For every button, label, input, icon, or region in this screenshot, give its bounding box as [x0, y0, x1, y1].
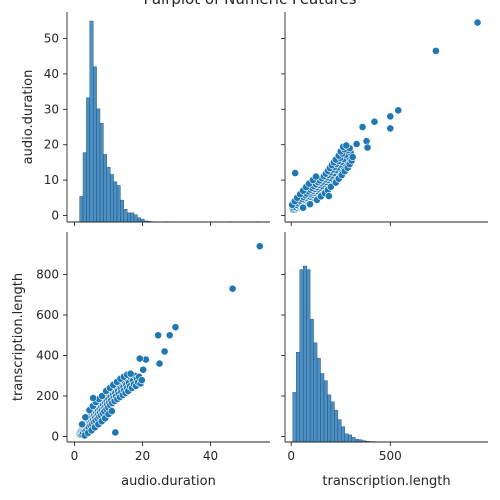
hist-bar: [106, 166, 111, 223]
scatter-point: [135, 354, 144, 363]
scatter-point: [155, 359, 164, 368]
hist-bar: [120, 199, 125, 223]
scatter-point: [358, 123, 367, 131]
hist-bar: [133, 214, 138, 223]
hist-bar: [299, 269, 304, 443]
scatter-point: [139, 365, 148, 374]
hist-bar: [302, 265, 307, 443]
y-tick-label: 10: [44, 173, 59, 187]
y-tick-label: 600: [36, 308, 59, 322]
scatter-point: [137, 376, 146, 385]
scatter-point: [171, 323, 180, 332]
hist-bar: [130, 212, 135, 223]
y-tick-label: 0: [51, 430, 59, 444]
hist-bar: [92, 66, 97, 223]
scatter-point: [394, 106, 403, 115]
hist-bar: [96, 108, 101, 223]
hist-bar: [99, 123, 104, 223]
x-tick-label: 20: [135, 449, 150, 463]
scatter-point: [255, 242, 264, 251]
scatter-point: [299, 203, 307, 212]
hist-bar: [116, 185, 121, 223]
x-tick-label: 0: [71, 449, 79, 463]
hist-bar: [86, 97, 91, 223]
scatter-point: [126, 369, 135, 378]
hist-bar: [137, 217, 141, 223]
hist-bar: [344, 433, 349, 443]
hist-bar: [113, 181, 118, 223]
scatter-length-vs-duration: [75, 242, 264, 440]
hist-bar: [320, 373, 325, 443]
scatter-point: [386, 112, 395, 121]
y-tick-label: 200: [36, 389, 59, 403]
hist-bar: [123, 209, 128, 223]
hist-bar: [89, 20, 94, 223]
hist-bar: [292, 392, 297, 443]
scatter-point: [386, 124, 395, 133]
hist-bar: [313, 342, 318, 443]
x-axis-label-transcription-length: transcription.length: [322, 474, 450, 489]
scatter-point: [352, 140, 361, 148]
scatter-point: [326, 182, 335, 191]
scatter-point: [473, 18, 482, 27]
hist-bar: [296, 352, 300, 443]
scatter-point: [154, 331, 163, 340]
hist-transcription-length: [292, 265, 481, 443]
scatter-point: [324, 192, 333, 200]
y-tick-label: 20: [44, 138, 59, 152]
hist-bar: [126, 212, 131, 223]
scatter-point: [370, 117, 379, 126]
scatter-point: [362, 137, 371, 146]
hist-bar: [79, 196, 84, 223]
hist-audio-duration: [79, 20, 260, 223]
hist-bar: [306, 269, 311, 443]
scatter-point: [228, 284, 237, 293]
scatter-duration-vs-length: [288, 18, 482, 215]
scatter-point: [306, 200, 314, 209]
hist-bar: [316, 357, 321, 443]
scatter-point: [165, 331, 174, 340]
scatter-point: [431, 46, 440, 55]
hist-bar: [351, 437, 356, 443]
hist-bar: [82, 152, 87, 223]
scatter-point: [98, 392, 106, 400]
scatter-point: [363, 143, 372, 152]
hist-bar: [327, 394, 332, 443]
hist-bar: [323, 380, 328, 443]
y-tick-label: 0: [51, 209, 59, 223]
y-tick-label: 30: [44, 102, 59, 116]
y-axis-label-transcription-length: transcription.length: [11, 273, 26, 401]
scatter-point: [78, 420, 86, 429]
scatter-point: [348, 153, 357, 161]
y-tick-label: 400: [36, 349, 59, 363]
scatter-point: [81, 413, 90, 422]
hist-bar: [330, 401, 335, 443]
hist-bar: [334, 409, 339, 443]
scatter-point: [160, 347, 169, 356]
scatter-point: [111, 428, 120, 437]
y-tick-label: 50: [44, 32, 59, 46]
hist-bar: [309, 318, 314, 443]
x-tick-label: 500: [379, 449, 402, 463]
hist-bar: [348, 434, 352, 443]
scatter-point: [89, 394, 98, 402]
hist-bar: [341, 426, 346, 443]
hist-bar: [337, 419, 342, 443]
scatter-point: [312, 172, 320, 181]
scatter-point: [342, 141, 351, 150]
x-tick-label: 0: [287, 449, 295, 463]
y-axis-label-audio-duration: audio.duration: [21, 70, 36, 165]
x-axis-label-audio-duration: audio.duration: [121, 474, 216, 489]
scatter-point: [291, 169, 300, 177]
hist-bar: [103, 154, 108, 223]
y-tick-label: 800: [36, 268, 59, 282]
hist-bar: [109, 174, 114, 223]
x-tick-label: 40: [203, 449, 218, 463]
figure-title: Pairplot of Numeric Features: [143, 0, 356, 8]
scatter-point: [108, 407, 116, 416]
y-tick-label: 40: [44, 67, 59, 81]
